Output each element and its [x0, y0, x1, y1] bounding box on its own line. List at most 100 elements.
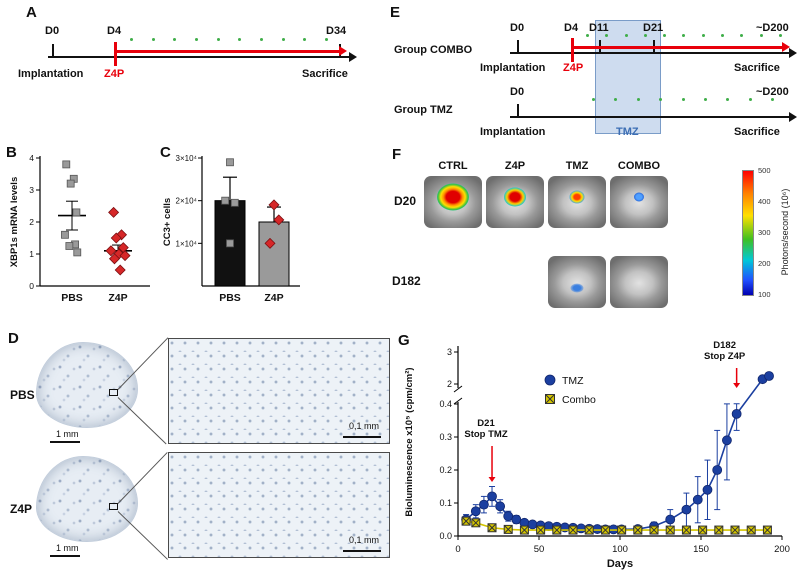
mouse-bioluminescence-image	[424, 176, 482, 228]
panel-label-e: E	[390, 4, 401, 21]
panel-e-combo-tmz-timelines: E Group COMBO D0 D4 D11 D21 ~D200 Implan…	[386, 4, 804, 146]
svg-text:2: 2	[29, 217, 34, 227]
dose-dot	[281, 37, 285, 41]
dose-dot	[703, 97, 707, 101]
svg-text:Days: Days	[607, 558, 633, 570]
svg-text:2: 2	[447, 379, 452, 389]
implantation-label: Implantation	[480, 62, 546, 74]
z4p-start-mark	[571, 38, 574, 62]
tick-label-d0: D0	[510, 86, 525, 98]
svg-text:PBS: PBS	[61, 292, 83, 304]
svg-text:PBS: PBS	[219, 292, 241, 304]
panel-label-c: C	[160, 144, 171, 161]
dose-dot	[586, 33, 589, 37]
tick-label-d0: D0	[45, 25, 60, 37]
scale-bar	[50, 441, 80, 443]
colorbar	[742, 170, 754, 296]
colorbar-tick-label: 400	[758, 197, 771, 206]
colorbar-tick-label: 500	[758, 166, 771, 175]
xbp1s-scatter-chart: 0 1 2 3 4 XBP1s mRNA levels PBS Z4P	[9, 153, 150, 304]
column-header-z4p: Z4P	[504, 160, 526, 172]
tmz-label: TMZ	[616, 126, 639, 138]
arrowhead-icon	[789, 48, 797, 58]
panel-label-f: F	[392, 146, 402, 163]
scale-label: 0,1 mm	[348, 421, 379, 431]
dose-dot	[303, 37, 307, 41]
bioluminescence-signal	[437, 183, 469, 211]
sacrifice-label: Sacrifice	[302, 68, 348, 80]
colorbar-tick-label: 200	[758, 259, 771, 268]
svg-text:0.2: 0.2	[439, 465, 452, 475]
zoom-connector-line	[117, 511, 168, 560]
brain-section-zoom-pbs: 0,1 mm	[168, 338, 390, 444]
dose-dot	[173, 37, 177, 41]
svg-text:CC3+ cells: CC3+ cells	[162, 198, 173, 246]
dose-dot	[324, 37, 328, 41]
dose-dot	[216, 37, 220, 41]
dose-dot	[643, 33, 647, 37]
panel-label-b: B	[6, 144, 17, 161]
svg-text:2×10⁴: 2×10⁴	[176, 197, 198, 206]
arrowhead-icon	[339, 46, 347, 56]
dose-dot	[663, 33, 667, 37]
svg-text:1: 1	[29, 249, 34, 259]
row-header-d182: D182	[392, 274, 421, 288]
dose-dot	[681, 97, 685, 101]
column-header-ctrl: CTRL	[438, 160, 468, 172]
svg-text:0.0: 0.0	[439, 531, 452, 541]
dose-dot	[771, 97, 774, 101]
dose-dot	[624, 33, 628, 37]
dose-dot	[605, 33, 609, 37]
tick-label-d34: D34	[326, 25, 347, 37]
dose-dot	[636, 97, 640, 101]
scale-label: 0,1 mm	[348, 535, 379, 545]
row-label-pbs: PBS	[10, 388, 35, 402]
combo-timeline-axis	[510, 48, 797, 58]
svg-text:Z4P: Z4P	[108, 292, 127, 304]
mouse-bioluminescence-image	[548, 176, 606, 228]
arrowhead-icon	[789, 112, 797, 122]
scale-bar	[50, 555, 80, 557]
panel-label-a: A	[26, 4, 37, 21]
bioluminescence-line-chart: 0 50 100 150 200 Days 0.0 0.1 0.2 0.3 0.4 2 3 Biolumi…	[404, 340, 790, 570]
dose-dot	[614, 97, 618, 101]
svg-text:D21: D21	[477, 418, 495, 429]
svg-text:D182: D182	[713, 340, 736, 351]
scale-label: 1 mm	[56, 429, 79, 439]
bioluminescence-signal	[634, 192, 644, 202]
cc3-bar-chart: 1×10⁴ 2×10⁴ 3×10⁴ CC3+ cells PBS Z4P	[162, 154, 300, 304]
svg-text:0: 0	[29, 281, 34, 291]
zoom-connector-line	[117, 397, 167, 445]
zoom-region-marker	[109, 503, 118, 510]
svg-text:0: 0	[455, 544, 460, 555]
panel-label-d: D	[8, 330, 19, 347]
panel-d-histology: D PBS 1 mm 0,1 mm Z4P 1 mm 0,1 mm	[0, 328, 398, 576]
dose-dot	[778, 33, 782, 37]
row-header-d20: D20	[394, 194, 417, 208]
tick-mark	[52, 44, 54, 56]
panel-c-cc3-bar-chart: C 1×10⁴ 2×10⁴ 3×10⁴ CC3+ cells PBS Z4P	[158, 144, 310, 316]
svg-text:TMZ: TMZ	[562, 375, 584, 387]
group-tmz-label: Group TMZ	[394, 104, 453, 116]
scale-bar	[343, 550, 381, 552]
svg-text:3: 3	[447, 347, 452, 357]
colorbar-label: Photons/second (10⁶)	[780, 188, 790, 276]
scale-label: 1 mm	[56, 543, 79, 553]
dose-dots-row	[592, 97, 774, 101]
dose-dot	[592, 97, 595, 101]
sacrifice-label: Sacrifice	[734, 126, 780, 138]
dose-dot	[721, 33, 725, 37]
dose-dots-row	[130, 37, 328, 41]
panel-a-timeline: A D0 D4 D34 Implantation Z4P Sacrifice	[10, 4, 382, 104]
sacrifice-label: Sacrifice	[734, 62, 780, 74]
dose-dot	[659, 97, 663, 101]
panel-label-g: G	[398, 332, 410, 349]
dose-dot	[701, 33, 705, 37]
image-grid	[390, 146, 805, 330]
z4p-treatment-arrow	[573, 42, 790, 52]
svg-text:150: 150	[693, 544, 709, 555]
dose-dots-row	[586, 33, 782, 37]
panel-g-bioluminescence-plot: G 0 50 100 150 200 Days 0.0 0.1 0.2 0.3 0.4 2 3 Biolu…	[394, 330, 805, 576]
dose-dot	[740, 33, 744, 37]
arrowhead-icon	[349, 52, 357, 62]
